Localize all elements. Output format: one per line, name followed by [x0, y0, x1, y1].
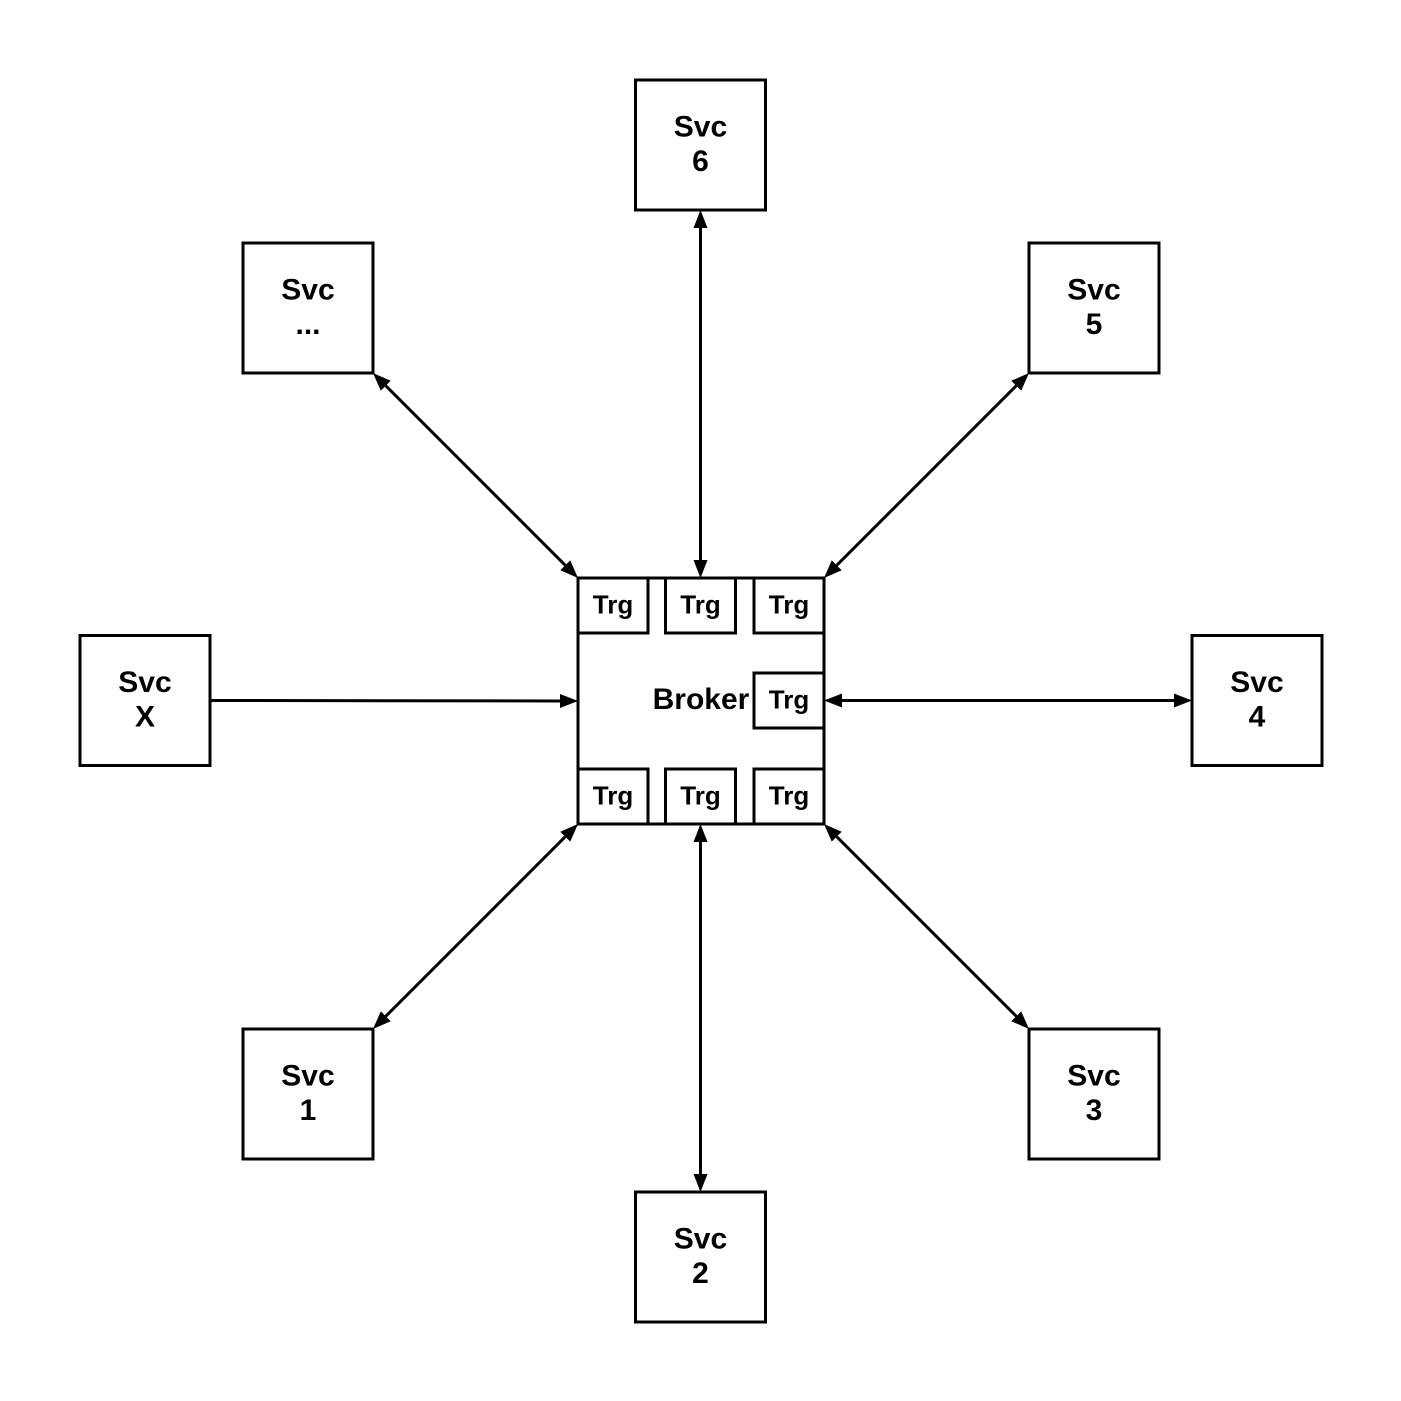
trg-label-trg_br: Trg: [769, 780, 809, 810]
edge-svcDot-trg_tl: [386, 386, 566, 566]
trg-label-trg_tc: Trg: [680, 589, 720, 619]
service-label-line2-svcDot: ...: [295, 308, 320, 341]
service-label-line1-svc1: Svc: [281, 1059, 334, 1092]
arrowhead: [560, 694, 578, 708]
arrowhead: [694, 210, 708, 228]
service-label-line2-svcX: X: [135, 700, 155, 733]
arrowhead: [1174, 694, 1192, 708]
trg-label-trg_tl: Trg: [593, 589, 633, 619]
service-label-line2-svc2: 2: [692, 1257, 709, 1290]
service-label-line1-svc4: Svc: [1230, 666, 1283, 699]
broker-diagram: BrokerTrgTrgTrgTrgTrgTrgTrgSvc6Svc5Svc4S…: [0, 0, 1401, 1401]
edge-svc5-trg_tr: [837, 386, 1017, 566]
service-label-line2-svc5: 5: [1086, 308, 1103, 341]
broker-label: Broker: [653, 683, 750, 716]
trg-label-trg_bc: Trg: [680, 780, 720, 810]
service-label-line2-svc6: 6: [692, 145, 709, 178]
arrowhead: [694, 560, 708, 578]
trg-label-trg_bl: Trg: [593, 780, 633, 810]
service-label-line2-svc1: 1: [300, 1094, 317, 1127]
arrowhead: [694, 824, 708, 842]
service-label-line1-svc6: Svc: [674, 110, 727, 143]
trg-label-trg_mr: Trg: [769, 684, 809, 714]
service-label-line1-svc5: Svc: [1067, 273, 1120, 306]
edge-svc1-trg_bl: [386, 837, 566, 1017]
service-label-line1-svcX: Svc: [118, 666, 171, 699]
service-label-line1-svc3: Svc: [1067, 1059, 1120, 1092]
service-label-line1-svcDot: Svc: [281, 273, 334, 306]
service-label-line1-svc2: Svc: [674, 1222, 727, 1255]
arrowhead: [694, 1174, 708, 1192]
trg-label-trg_tr: Trg: [769, 589, 809, 619]
service-label-line2-svc3: 3: [1086, 1094, 1103, 1127]
service-label-line2-svc4: 4: [1249, 700, 1266, 733]
arrowhead: [824, 694, 842, 708]
edge-svc3-trg_br: [837, 837, 1017, 1017]
